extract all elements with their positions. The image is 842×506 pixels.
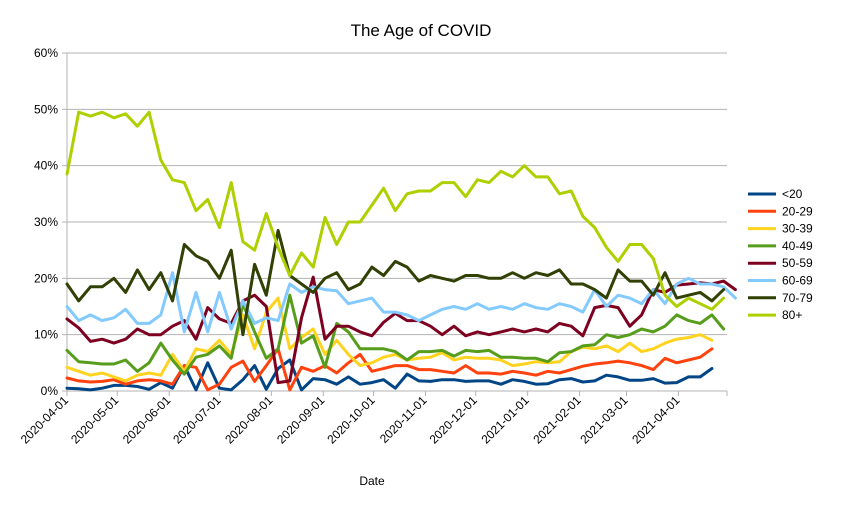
x-axis-label: Date [359,474,385,488]
x-tick-label: 2020-05-01 [68,393,122,447]
legend-label: <20 [782,187,803,201]
chart-title: The Age of COVID [351,21,492,40]
y-tick-label: 20% [34,271,58,285]
series-line-7 [65,110,726,311]
x-tick-label: 2020-12-01 [427,393,481,447]
legend-label: 30-39 [782,222,813,236]
x-tick-label: 2020-07-01 [170,393,224,447]
y-tick-label: 40% [34,159,58,173]
x-tick-label: 2020-10-01 [324,393,378,447]
y-tick-label: 30% [34,215,58,229]
y-tick-label: 60% [34,46,58,60]
legend-label: 80+ [782,308,802,322]
x-tick-label: 2021-04-01 [629,393,683,447]
y-tick-label: 50% [34,102,58,116]
legend: <20 20-29 30-39 40-49 50-59 60-69 70-79 80+ [748,187,813,322]
legend-label: 60-69 [782,274,813,288]
legend-label: 40-49 [782,239,813,253]
x-tick-label: 2021-02-01 [530,393,584,447]
series-line-6 [65,229,726,337]
series-line-3 [65,293,726,376]
series-line-0 [65,358,714,392]
y-tick-label: 10% [34,328,58,342]
series-line-4 [65,275,737,385]
x-tick-label: 2020-08-01 [222,393,276,447]
series-line-5 [65,271,737,334]
x-tick-label: 2020-09-01 [274,393,328,447]
x-tick-label: 2020-04-01 [18,393,72,447]
x-tick-label: 2021-03-01 [577,393,631,447]
series-line-1 [65,347,714,392]
legend-label: 50-59 [782,256,813,270]
legend-label: 70-79 [782,291,813,305]
x-tick-label: 2020-06-01 [120,393,174,447]
x-tick-label: 2020-11-01 [377,393,430,446]
x-tick-label: 2021-01-01 [478,393,532,447]
grid-lines [67,52,727,392]
series-line-2 [65,296,714,383]
legend-label: 20-29 [782,204,813,218]
y-tick-label: 0% [41,384,59,398]
series-lines [65,110,737,392]
